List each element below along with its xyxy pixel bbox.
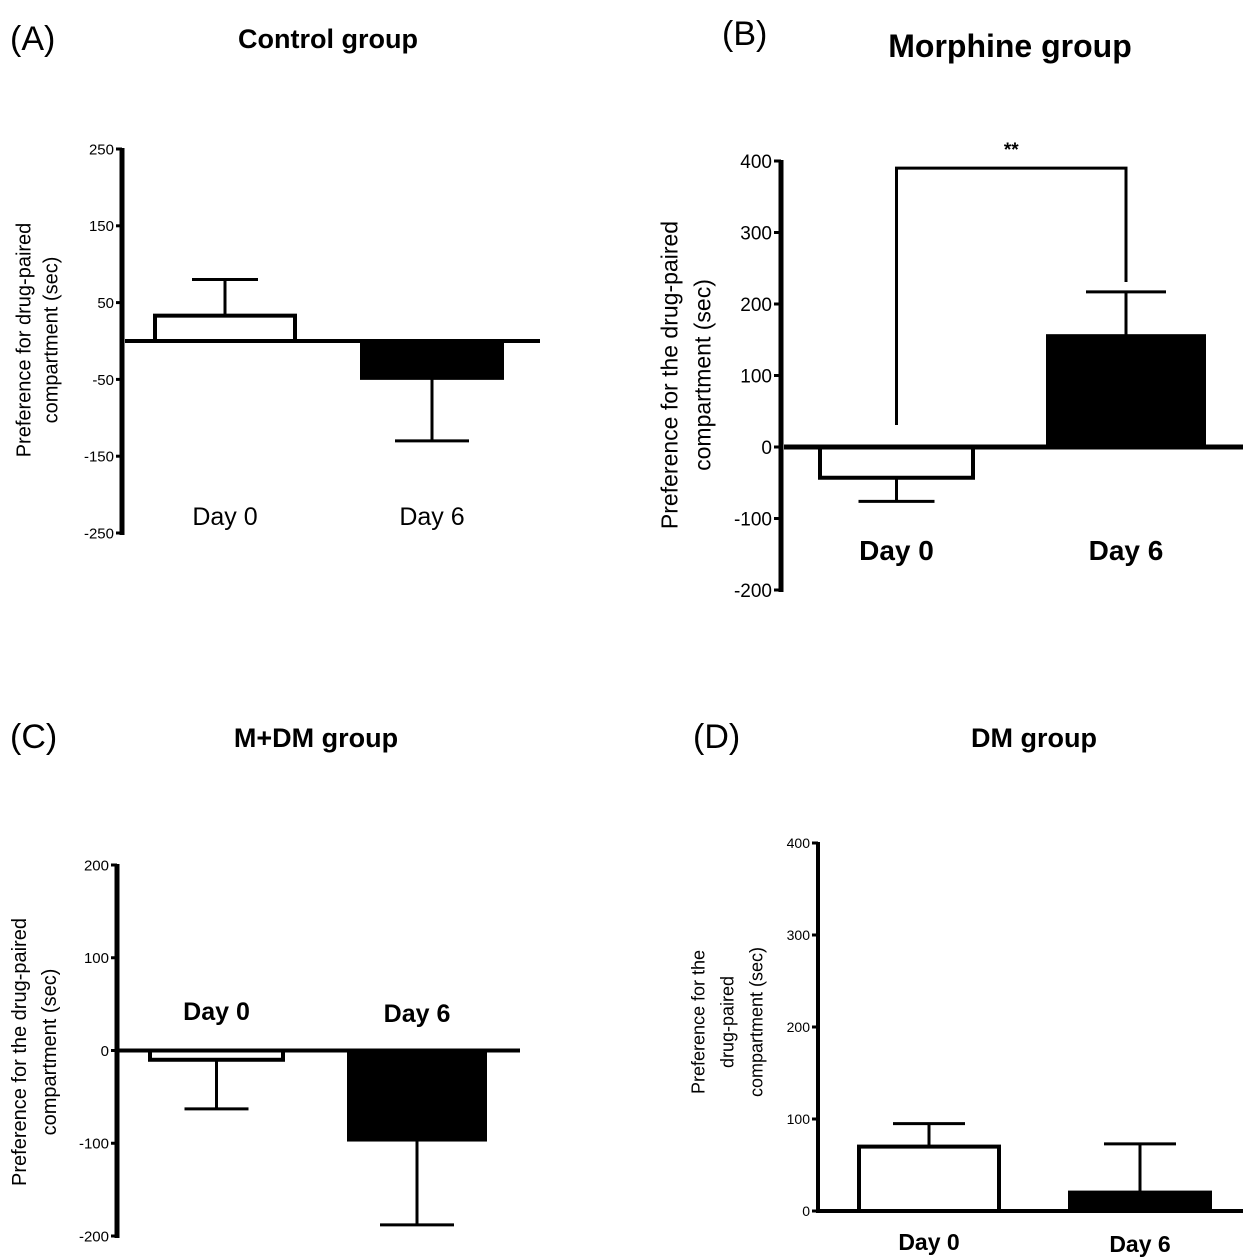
y-tick-label: 0 [802, 1203, 810, 1219]
y-tick-label: 0 [101, 1043, 109, 1060]
y-axis-label-line: compartment (sec) [690, 279, 716, 471]
panel-label: (A) [10, 20, 55, 58]
panel-label: (C) [10, 718, 57, 756]
panel-label: (D) [693, 718, 740, 756]
category-label: Day 6 [1089, 535, 1164, 566]
y-tick-label: 150 [89, 218, 114, 235]
y-tick-label: 300 [740, 223, 772, 244]
y-tick-label: 50 [97, 295, 114, 312]
y-axis-label: Preference for the drug-paired compartmen… [9, 918, 61, 1186]
y-tick-label: -100 [734, 509, 772, 530]
panel-a: (A) Control group Preference for drug-pair… [10, 20, 540, 542]
y-tick-label: -200 [79, 1228, 109, 1245]
y-axis-label-line: Preference for the drug-paired [657, 221, 683, 529]
y-axis-label-line: compartment (sec) [39, 969, 61, 1136]
y-tick-label: 100 [787, 1111, 811, 1127]
y-axis-label-line: Preference for drug-paired [14, 223, 36, 458]
y-tick-label: 100 [84, 950, 109, 967]
chart-title: Control group [238, 24, 418, 54]
significance-label: ** [1004, 140, 1019, 161]
y-tick-label: 200 [84, 857, 109, 874]
y-tick-label: -200 [734, 581, 772, 602]
panel-d: (D) DM group Preference for the drug-paired… [688, 718, 1243, 1257]
panel-c: (C) M+DM group Preference for the drug-pai… [9, 718, 520, 1245]
y-tick-label: 100 [740, 366, 772, 387]
panel-label: (B) [722, 15, 767, 53]
bar [818, 445, 975, 480]
y-tick-label: -150 [84, 449, 114, 466]
bar [857, 1144, 1001, 1213]
category-label: Day 0 [859, 535, 934, 566]
y-axis-label-line: Preference for the drug-paired [9, 918, 31, 1186]
bar [1046, 334, 1206, 449]
y-tick-label: 400 [787, 835, 811, 851]
bar [360, 339, 504, 380]
bar [153, 313, 297, 344]
y-axis-label-line: compartment (sec) [41, 257, 63, 424]
y-tick-label: 200 [740, 295, 772, 316]
y-tick-label: -100 [79, 1136, 109, 1153]
significance-bracket [895, 166, 1128, 425]
category-label: Day 6 [399, 503, 464, 531]
y-axis-label-line: Preference for the [688, 950, 708, 1094]
y-tick-label: -250 [84, 525, 114, 542]
y-tick-label: -50 [92, 372, 114, 389]
category-label: Day 0 [183, 998, 250, 1026]
y-axis-label: Preference for the drug-paired compartmen… [657, 221, 716, 529]
y-axis-label-line: drug-paired [717, 976, 737, 1068]
y-tick-label: 200 [787, 1019, 811, 1035]
y-tick-label: 400 [740, 152, 772, 173]
y-tick-label: 300 [787, 927, 811, 943]
y-axis-label: Preference for the drug-paired compartment… [688, 947, 766, 1097]
bar [347, 1048, 487, 1142]
y-tick-label: 0 [761, 438, 772, 459]
y-axis-label-line: compartment (sec) [746, 947, 766, 1097]
category-label: Day 0 [192, 503, 257, 531]
chart-title: M+DM group [234, 723, 398, 753]
y-tick-label: 250 [89, 141, 114, 158]
chart-title: DM group [971, 723, 1097, 753]
category-label: Day 6 [1109, 1231, 1170, 1257]
bar [1068, 1190, 1212, 1213]
panel-b: (B) Morphine group Preference for the drug… [657, 15, 1243, 602]
category-label: Day 6 [384, 1000, 451, 1028]
category-label: Day 0 [898, 1229, 959, 1255]
chart-title: Morphine group [888, 28, 1132, 64]
y-axis-label: Preference for drug-paired compartment (s… [14, 223, 63, 458]
